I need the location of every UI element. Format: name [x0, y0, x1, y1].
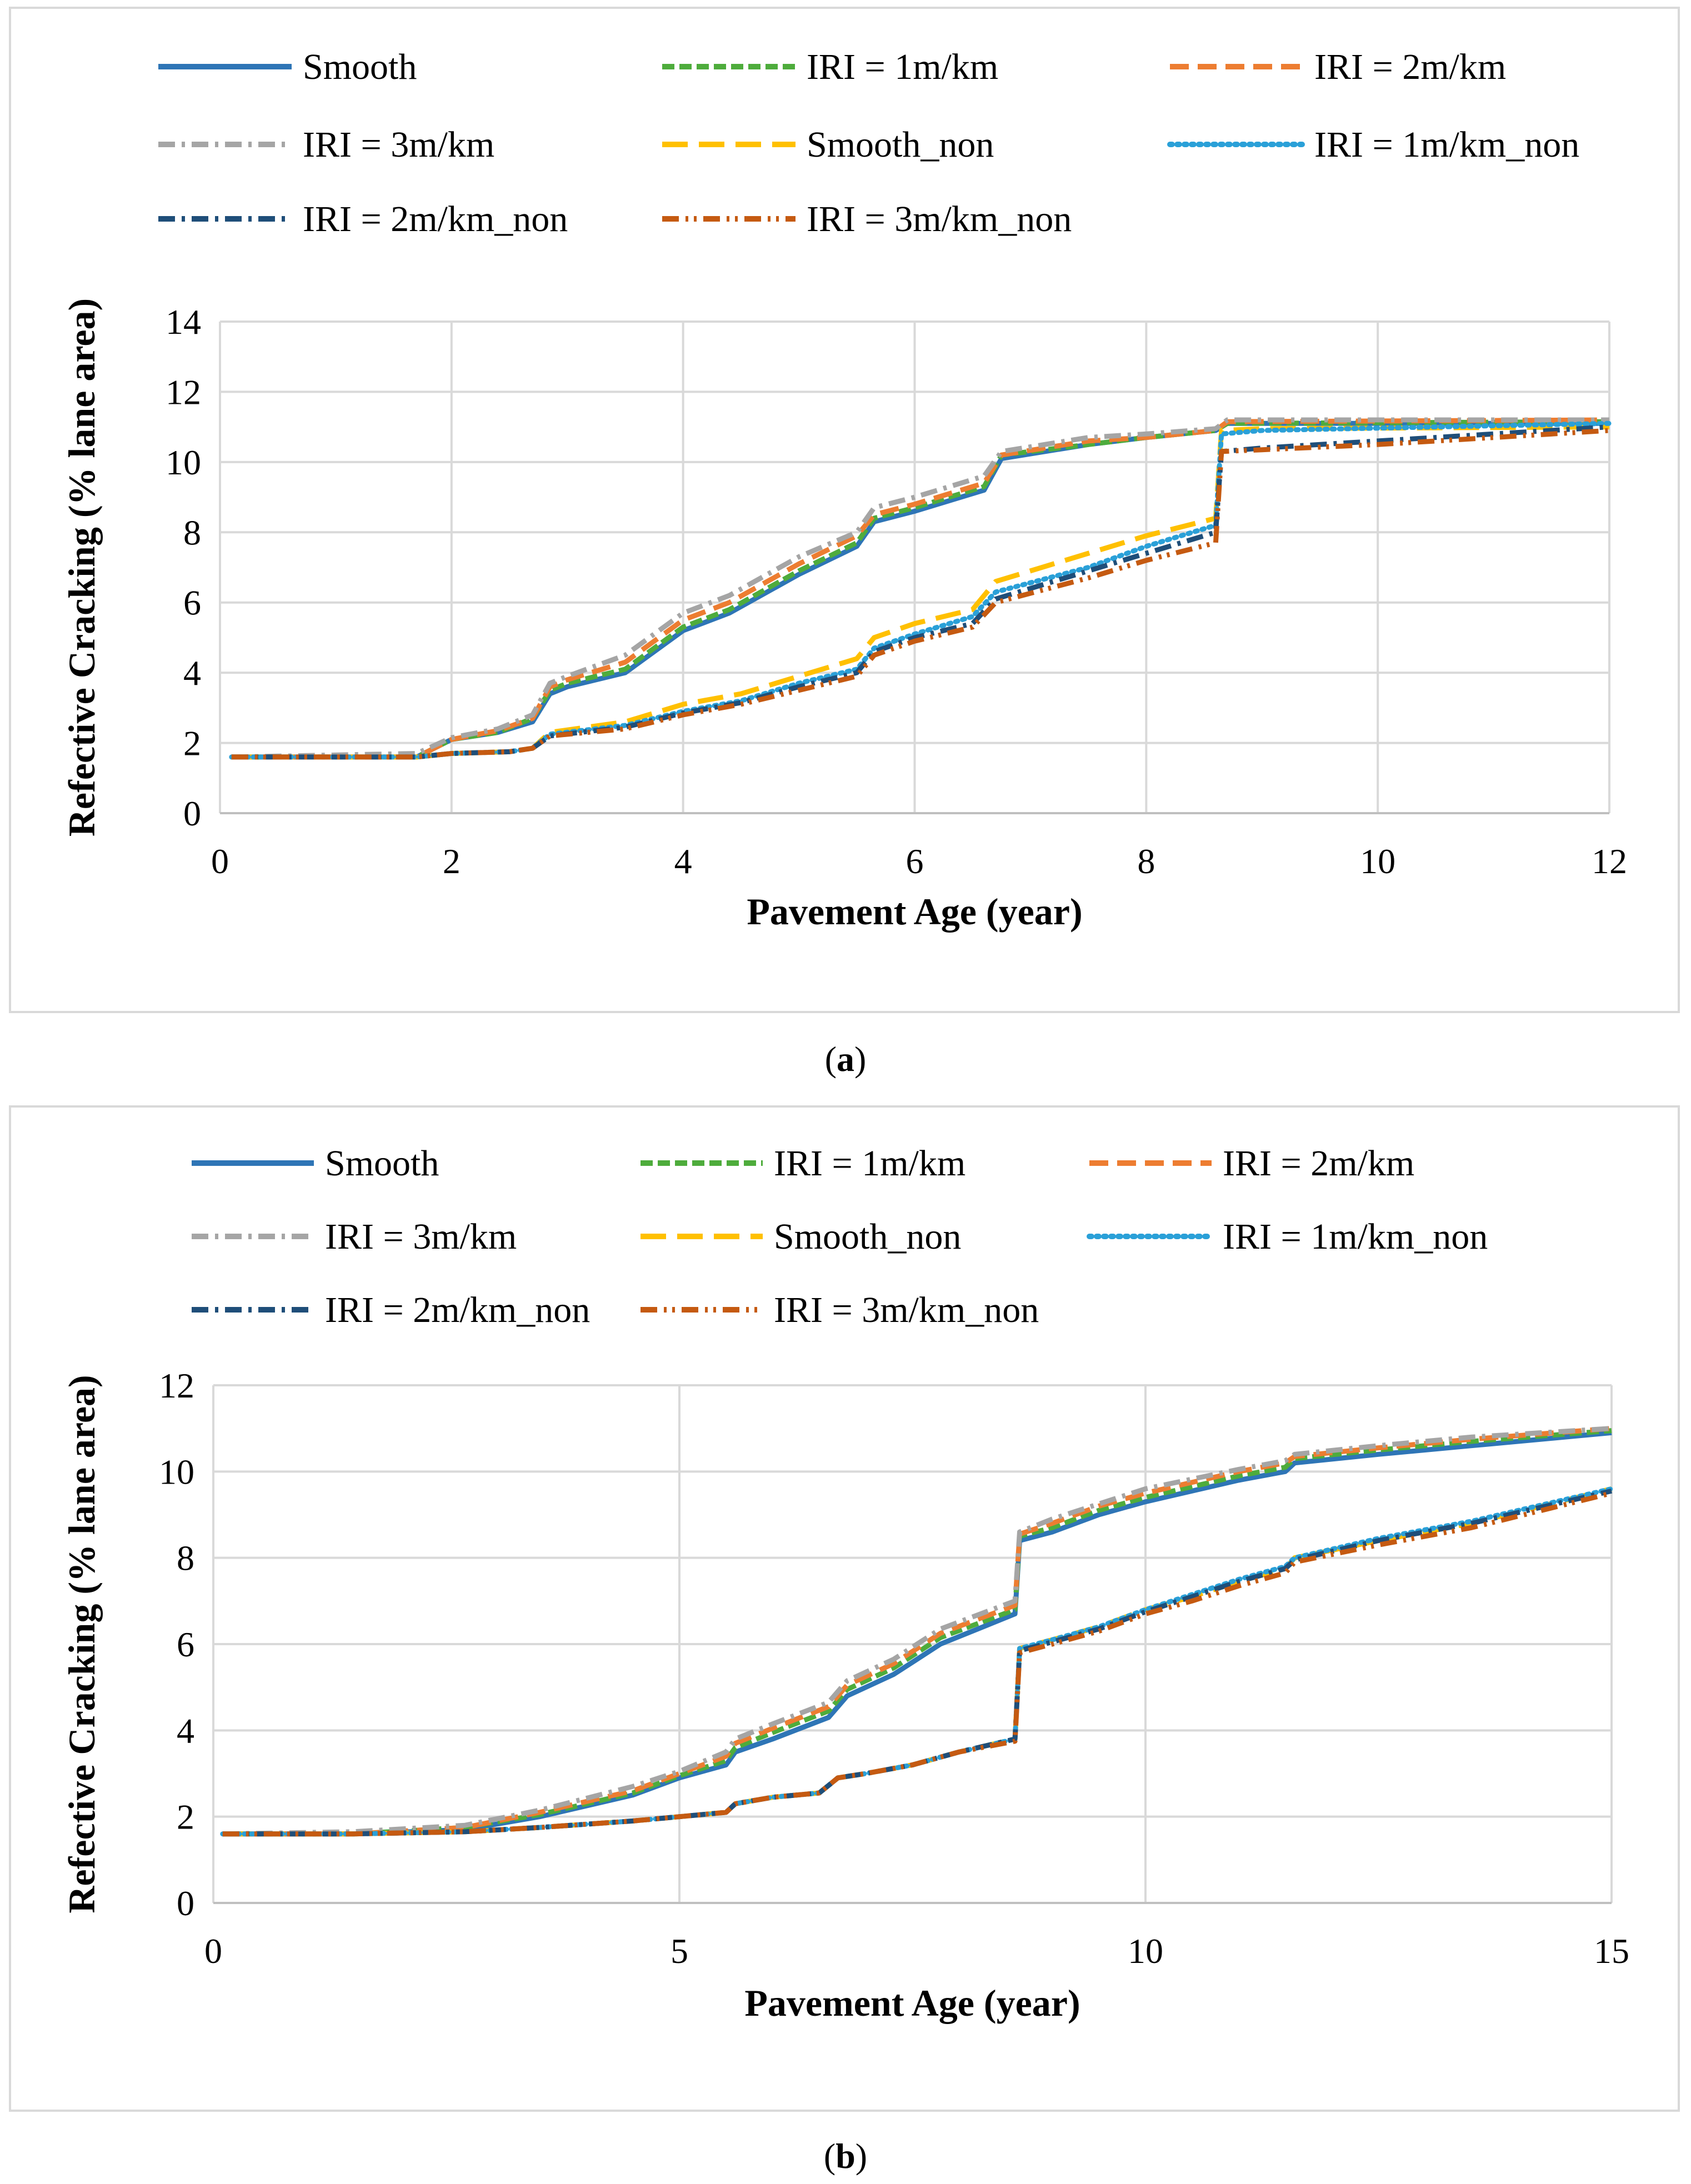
legend-item: IRI = 2m/km [1089, 1143, 1414, 1184]
x-tick-label: 2 [443, 841, 461, 881]
series-line-1 [231, 420, 1609, 760]
y-tick-label: 2 [177, 1797, 194, 1837]
legend-item: IRI = 1m/km_non [1087, 1216, 1488, 1257]
series-line-3 [231, 417, 1610, 760]
y-tick-label: 4 [183, 653, 201, 693]
y-tick-label: 6 [177, 1625, 194, 1664]
y-tick-label: 10 [166, 443, 201, 482]
series-line-6 [229, 420, 1612, 760]
legend-label: IRI = 1m/km_non [1314, 124, 1579, 165]
caption-b-letter: b [836, 2136, 855, 2176]
y-tick-label: 12 [166, 372, 201, 412]
series-group [229, 417, 1612, 760]
legend-item: IRI = 3m/km_non [662, 199, 1072, 239]
y-tick-label: 8 [177, 1539, 194, 1578]
y-tick-label: 6 [183, 583, 201, 623]
y-tick-label: 12 [159, 1366, 194, 1405]
chart-svg-a: 0 2 4 6 8 10 12 14 0 2 4 6 8 10 12 Pavement Age (year) R… [61, 47, 1627, 933]
caption-b: (b) [823, 2136, 868, 2176]
y-tick-label: 0 [183, 794, 201, 833]
legend-label: IRI = 2m/km [1223, 1143, 1414, 1184]
x-tick-label: 4 [674, 841, 692, 881]
legend-label: IRI = 3m/km [325, 1216, 517, 1257]
legend-label: IRI = 1m/km_non [1223, 1216, 1488, 1257]
chart-svg-b: 0 2 4 6 8 10 12 0 5 10 15 Pavement Age (year) Refect… [61, 1143, 1629, 2024]
series-line-1 [222, 1430, 1612, 1837]
legend-item: IRI = 2m/km [1170, 47, 1506, 87]
gridlines [219, 320, 1610, 814]
legend-label: Smooth [303, 47, 417, 87]
x-tick-label: 8 [1137, 841, 1155, 881]
chart-panel-b: 0 2 4 6 8 10 12 0 5 10 15 Pavement Age (year) Refect… [9, 1105, 1680, 2112]
legend-item: IRI = 3m/km [192, 1216, 517, 1257]
chart-panel-a: 0 2 4 6 8 10 12 14 0 2 4 6 8 10 12 Pavement Age (year) R… [9, 7, 1680, 1013]
legend-label: IRI = 1m/km [807, 47, 998, 87]
legend-item: Smooth [158, 47, 417, 87]
series-line-2 [222, 1428, 1612, 1837]
series-line-3 [222, 1426, 1612, 1837]
series-line-8 [231, 428, 1610, 760]
y-tick-label: 8 [183, 513, 201, 552]
legend-item: Smooth_non [662, 124, 994, 165]
y-tick-label: 2 [183, 724, 201, 763]
x-tick-label: 6 [906, 841, 924, 881]
x-tick-label: 10 [1360, 841, 1395, 881]
x-tick-label: 12 [1592, 841, 1627, 881]
legend-label: IRI = 1m/km [774, 1143, 965, 1184]
y-axis-title: Refective Cracking (% lane area) [61, 298, 103, 836]
legend-label: IRI = 3m/km_non [774, 1290, 1039, 1330]
y-axis-title: Refective Cracking (% lane area) [61, 1375, 103, 1913]
legend-item: IRI = 3m/km [158, 124, 494, 165]
legend-item: IRI = 2m/km_non [192, 1290, 590, 1330]
series-line-4 [222, 1426, 1612, 1837]
legend-item: Smooth_non [641, 1216, 961, 1257]
series-line-8 [222, 1490, 1613, 1837]
x-axis-title: Pavement Age (year) [747, 890, 1082, 933]
legend: Smooth IRI = 1m/km IRI = 2m/km IRI = 3m/km S… [158, 47, 1579, 239]
y-tick-label: 10 [159, 1452, 194, 1491]
legend-label: IRI = 2m/km_non [325, 1290, 590, 1330]
legend-label: IRI = 2m/km_non [303, 199, 568, 239]
x-tick-label: 0 [204, 1931, 222, 1971]
x-axis-title: Pavement Age (year) [744, 1982, 1080, 2024]
series-line-5 [231, 424, 1610, 760]
legend-item: Smooth [192, 1143, 439, 1184]
legend-item: IRI = 2m/km_non [158, 199, 568, 239]
series-group [220, 1426, 1614, 1837]
x-tick-label: 10 [1128, 1931, 1163, 1971]
x-tick-label: 15 [1594, 1931, 1629, 1971]
y-tick-label: 0 [177, 1884, 194, 1923]
caption-a-letter: a [837, 1039, 854, 1079]
y-tick-label: 14 [166, 302, 201, 342]
x-tick-label: 5 [671, 1931, 688, 1971]
legend-label: Smooth_non [774, 1216, 961, 1257]
legend-item: IRI = 1m/km_non [1167, 124, 1579, 165]
caption-a: (a) [824, 1039, 867, 1079]
x-tick-label: 0 [211, 841, 229, 881]
series-line-7 [231, 424, 1610, 760]
legend-label: IRI = 2m/km [1314, 47, 1506, 87]
legend-item: IRI = 3m/km_non [641, 1290, 1039, 1330]
legend-label: IRI = 3m/km_non [807, 199, 1072, 239]
legend-label: IRI = 3m/km [303, 124, 494, 165]
y-tick-label: 4 [177, 1711, 194, 1750]
series-line-2 [231, 419, 1610, 760]
legend-label: Smooth [325, 1143, 439, 1184]
series-line-4 [231, 417, 1609, 760]
legend-item: IRI = 1m/km [662, 47, 998, 87]
legend-item: IRI = 1m/km [641, 1143, 965, 1184]
series-line-7 [222, 1488, 1613, 1837]
legend: Smooth IRI = 1m/km IRI = 2m/km IRI = 3m/km S… [192, 1143, 1488, 1330]
legend-label: Smooth_non [807, 124, 994, 165]
